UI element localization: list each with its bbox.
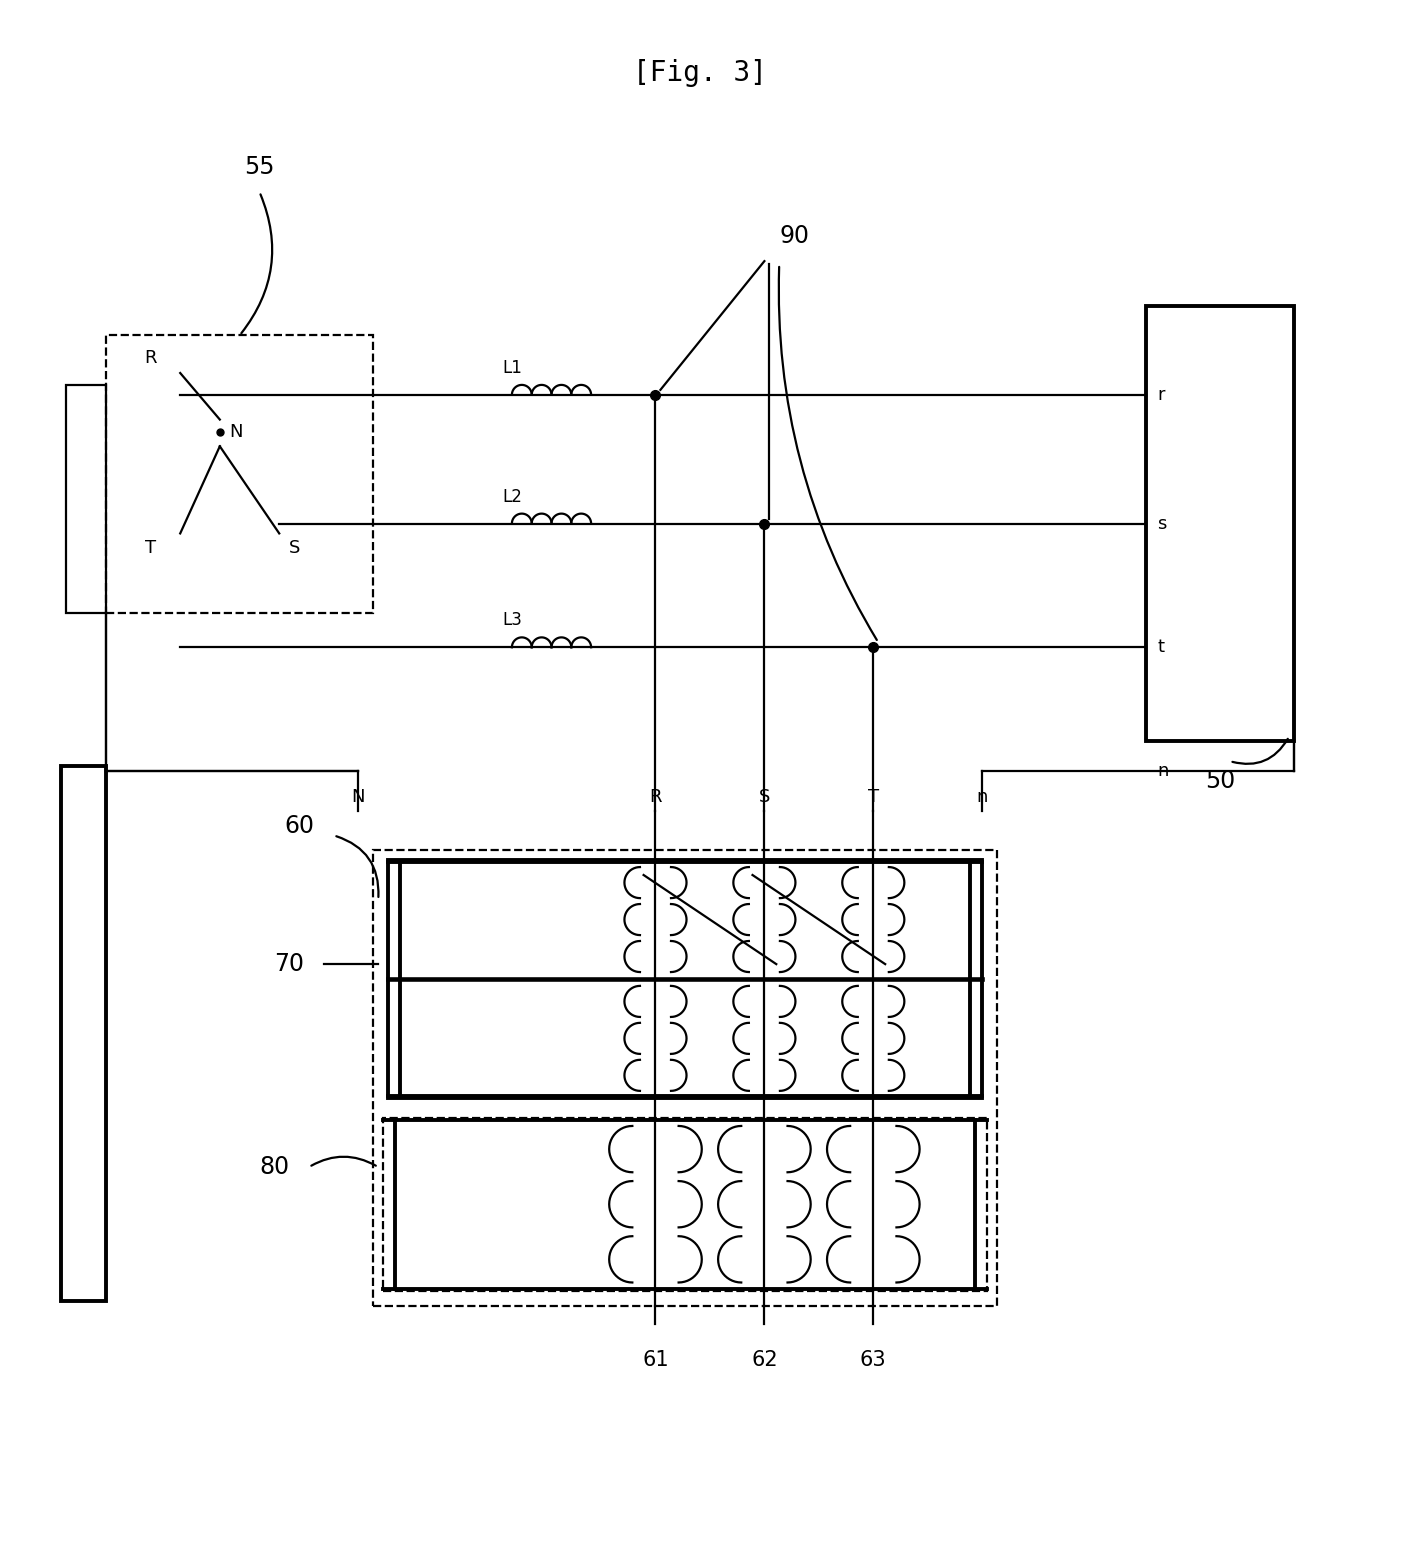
- Text: 70: 70: [274, 952, 304, 976]
- Text: 63: 63: [860, 1351, 886, 1370]
- Bar: [388, 861, 982, 1098]
- Text: 90: 90: [779, 225, 809, 248]
- Text: 55: 55: [245, 155, 274, 178]
- Text: R: R: [145, 349, 156, 368]
- Text: 61: 61: [642, 1351, 668, 1370]
- Text: 50: 50: [1204, 769, 1235, 793]
- Text: S: S: [288, 540, 300, 557]
- Text: t: t: [1158, 639, 1165, 656]
- Text: L2: L2: [502, 487, 522, 506]
- Text: L3: L3: [502, 611, 522, 630]
- Text: N: N: [352, 788, 366, 805]
- Bar: [106, 335, 373, 613]
- Text: n: n: [1158, 762, 1169, 780]
- Bar: [383, 1118, 988, 1290]
- Text: r: r: [1158, 386, 1165, 403]
- Text: n: n: [976, 788, 988, 805]
- Text: 60: 60: [284, 814, 314, 838]
- Text: N: N: [229, 423, 243, 442]
- Text: T: T: [145, 540, 156, 557]
- Bar: [62, 766, 106, 1301]
- Text: 62: 62: [751, 1351, 778, 1370]
- Bar: [66, 385, 106, 613]
- Text: [Fig. 3]: [Fig. 3]: [633, 59, 767, 87]
- Bar: [1145, 306, 1294, 741]
- Text: R: R: [649, 788, 661, 805]
- Bar: [373, 850, 998, 1306]
- Text: T: T: [868, 788, 879, 805]
- Text: L1: L1: [502, 358, 522, 377]
- Text: s: s: [1158, 515, 1166, 532]
- Text: S: S: [758, 788, 770, 805]
- Text: 80: 80: [259, 1155, 290, 1179]
